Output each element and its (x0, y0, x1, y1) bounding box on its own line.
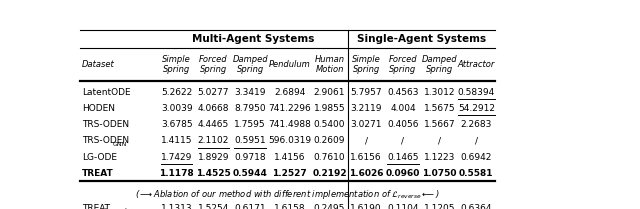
Text: Dataset: Dataset (82, 60, 115, 69)
Text: 2.9061: 2.9061 (314, 88, 345, 97)
Text: 0.2495: 0.2495 (314, 204, 345, 209)
Text: Simple
Spring: Simple Spring (352, 55, 381, 74)
Text: 1.7429: 1.7429 (161, 153, 193, 162)
Text: Pendulum: Pendulum (269, 60, 310, 69)
Text: 5.2622: 5.2622 (161, 88, 193, 97)
Text: 3.0039: 3.0039 (161, 104, 193, 113)
Text: 1.9855: 1.9855 (314, 104, 346, 113)
Text: 596.0319: 596.0319 (268, 136, 312, 145)
Text: 1.1178: 1.1178 (159, 169, 194, 178)
Text: 1.4525: 1.4525 (196, 169, 231, 178)
Text: Single-Agent Systems: Single-Agent Systems (356, 34, 486, 44)
Text: 741.2296: 741.2296 (268, 104, 311, 113)
Text: 0.6942: 0.6942 (461, 153, 492, 162)
Text: 3.0271: 3.0271 (351, 120, 382, 129)
Text: 0.5944: 0.5944 (233, 169, 268, 178)
Text: /: / (438, 136, 441, 145)
Text: 0.7610: 0.7610 (314, 153, 346, 162)
Text: Attractor: Attractor (458, 60, 495, 69)
Text: LG-ODE: LG-ODE (82, 153, 117, 162)
Text: HODEN: HODEN (82, 104, 115, 113)
Text: GNN: GNN (113, 142, 127, 147)
Text: TREAT: TREAT (82, 169, 114, 178)
Text: 1.4115: 1.4115 (161, 136, 193, 145)
Text: 0.5400: 0.5400 (314, 120, 345, 129)
Text: 1.8929: 1.8929 (198, 153, 229, 162)
Text: 0.2609: 0.2609 (314, 136, 345, 145)
Text: TRS-ODEN: TRS-ODEN (82, 120, 129, 129)
Text: 1.5254: 1.5254 (198, 204, 229, 209)
Text: 3.3419: 3.3419 (234, 88, 266, 97)
Text: 2.2683: 2.2683 (461, 120, 492, 129)
Text: 1.1223: 1.1223 (424, 153, 455, 162)
Text: TRS-ODEN: TRS-ODEN (82, 136, 129, 145)
Text: 0.5951: 0.5951 (234, 136, 266, 145)
Text: 1.4156: 1.4156 (274, 153, 305, 162)
Text: 0.4056: 0.4056 (387, 120, 419, 129)
Text: 1.6156: 1.6156 (350, 153, 382, 162)
Text: 0.6364: 0.6364 (461, 204, 492, 209)
Text: 0.0960: 0.0960 (386, 169, 420, 178)
Text: 1.7595: 1.7595 (234, 120, 266, 129)
Text: 8.7950: 8.7950 (234, 104, 266, 113)
Text: 1.5667: 1.5667 (424, 120, 456, 129)
Text: /: / (401, 136, 404, 145)
Text: TREAT: TREAT (82, 204, 110, 209)
Text: $\mathcal{L}_{rev}$=gt-rev: $\mathcal{L}_{rev}$=gt-rev (102, 207, 141, 209)
Text: 5.7957: 5.7957 (350, 88, 382, 97)
Text: ($\longrightarrow$Ablation of our method with different implementation of $\math: ($\longrightarrow$Ablation of our method… (135, 187, 440, 201)
Text: 0.1465: 0.1465 (387, 153, 419, 162)
Text: 3.2119: 3.2119 (351, 104, 382, 113)
Text: 2.1102: 2.1102 (198, 136, 229, 145)
Text: 54.2912: 54.2912 (458, 104, 495, 113)
Text: 1.2527: 1.2527 (273, 169, 307, 178)
Text: 1.6158: 1.6158 (274, 204, 306, 209)
Text: Forced
Spring: Forced Spring (388, 55, 417, 74)
Text: 1.5675: 1.5675 (424, 104, 456, 113)
Text: 1.0750: 1.0750 (422, 169, 457, 178)
Text: 0.1104: 0.1104 (387, 204, 419, 209)
Text: Human
Motion: Human Motion (314, 55, 344, 74)
Text: 4.0668: 4.0668 (198, 104, 229, 113)
Text: 1.6026: 1.6026 (349, 169, 383, 178)
Text: /: / (475, 136, 478, 145)
Text: 5.0277: 5.0277 (198, 88, 229, 97)
Text: /: / (365, 136, 368, 145)
Text: 1.1205: 1.1205 (424, 204, 455, 209)
Text: Forced
Spring: Forced Spring (199, 55, 228, 74)
Text: 3.6785: 3.6785 (161, 120, 193, 129)
Text: 0.4563: 0.4563 (387, 88, 419, 97)
Text: Damped
Spring: Damped Spring (232, 55, 268, 74)
Text: Damped
Spring: Damped Spring (422, 55, 458, 74)
Text: LatentODE: LatentODE (82, 88, 131, 97)
Text: Multi-Agent Systems: Multi-Agent Systems (192, 34, 314, 44)
Text: 0.58394: 0.58394 (458, 88, 495, 97)
Text: 1.6190: 1.6190 (350, 204, 382, 209)
Text: 741.4988: 741.4988 (268, 120, 311, 129)
Text: 0.9718: 0.9718 (234, 153, 266, 162)
Text: Simple
Spring: Simple Spring (163, 55, 191, 74)
Text: 4.4465: 4.4465 (198, 120, 229, 129)
Text: 0.5581: 0.5581 (459, 169, 493, 178)
Text: 2.6894: 2.6894 (274, 88, 305, 97)
Text: 1.1313: 1.1313 (161, 204, 193, 209)
Text: 4.004: 4.004 (390, 104, 416, 113)
Text: 0.6171: 0.6171 (234, 204, 266, 209)
Text: 0.2192: 0.2192 (312, 169, 347, 178)
Text: 1.3012: 1.3012 (424, 88, 455, 97)
